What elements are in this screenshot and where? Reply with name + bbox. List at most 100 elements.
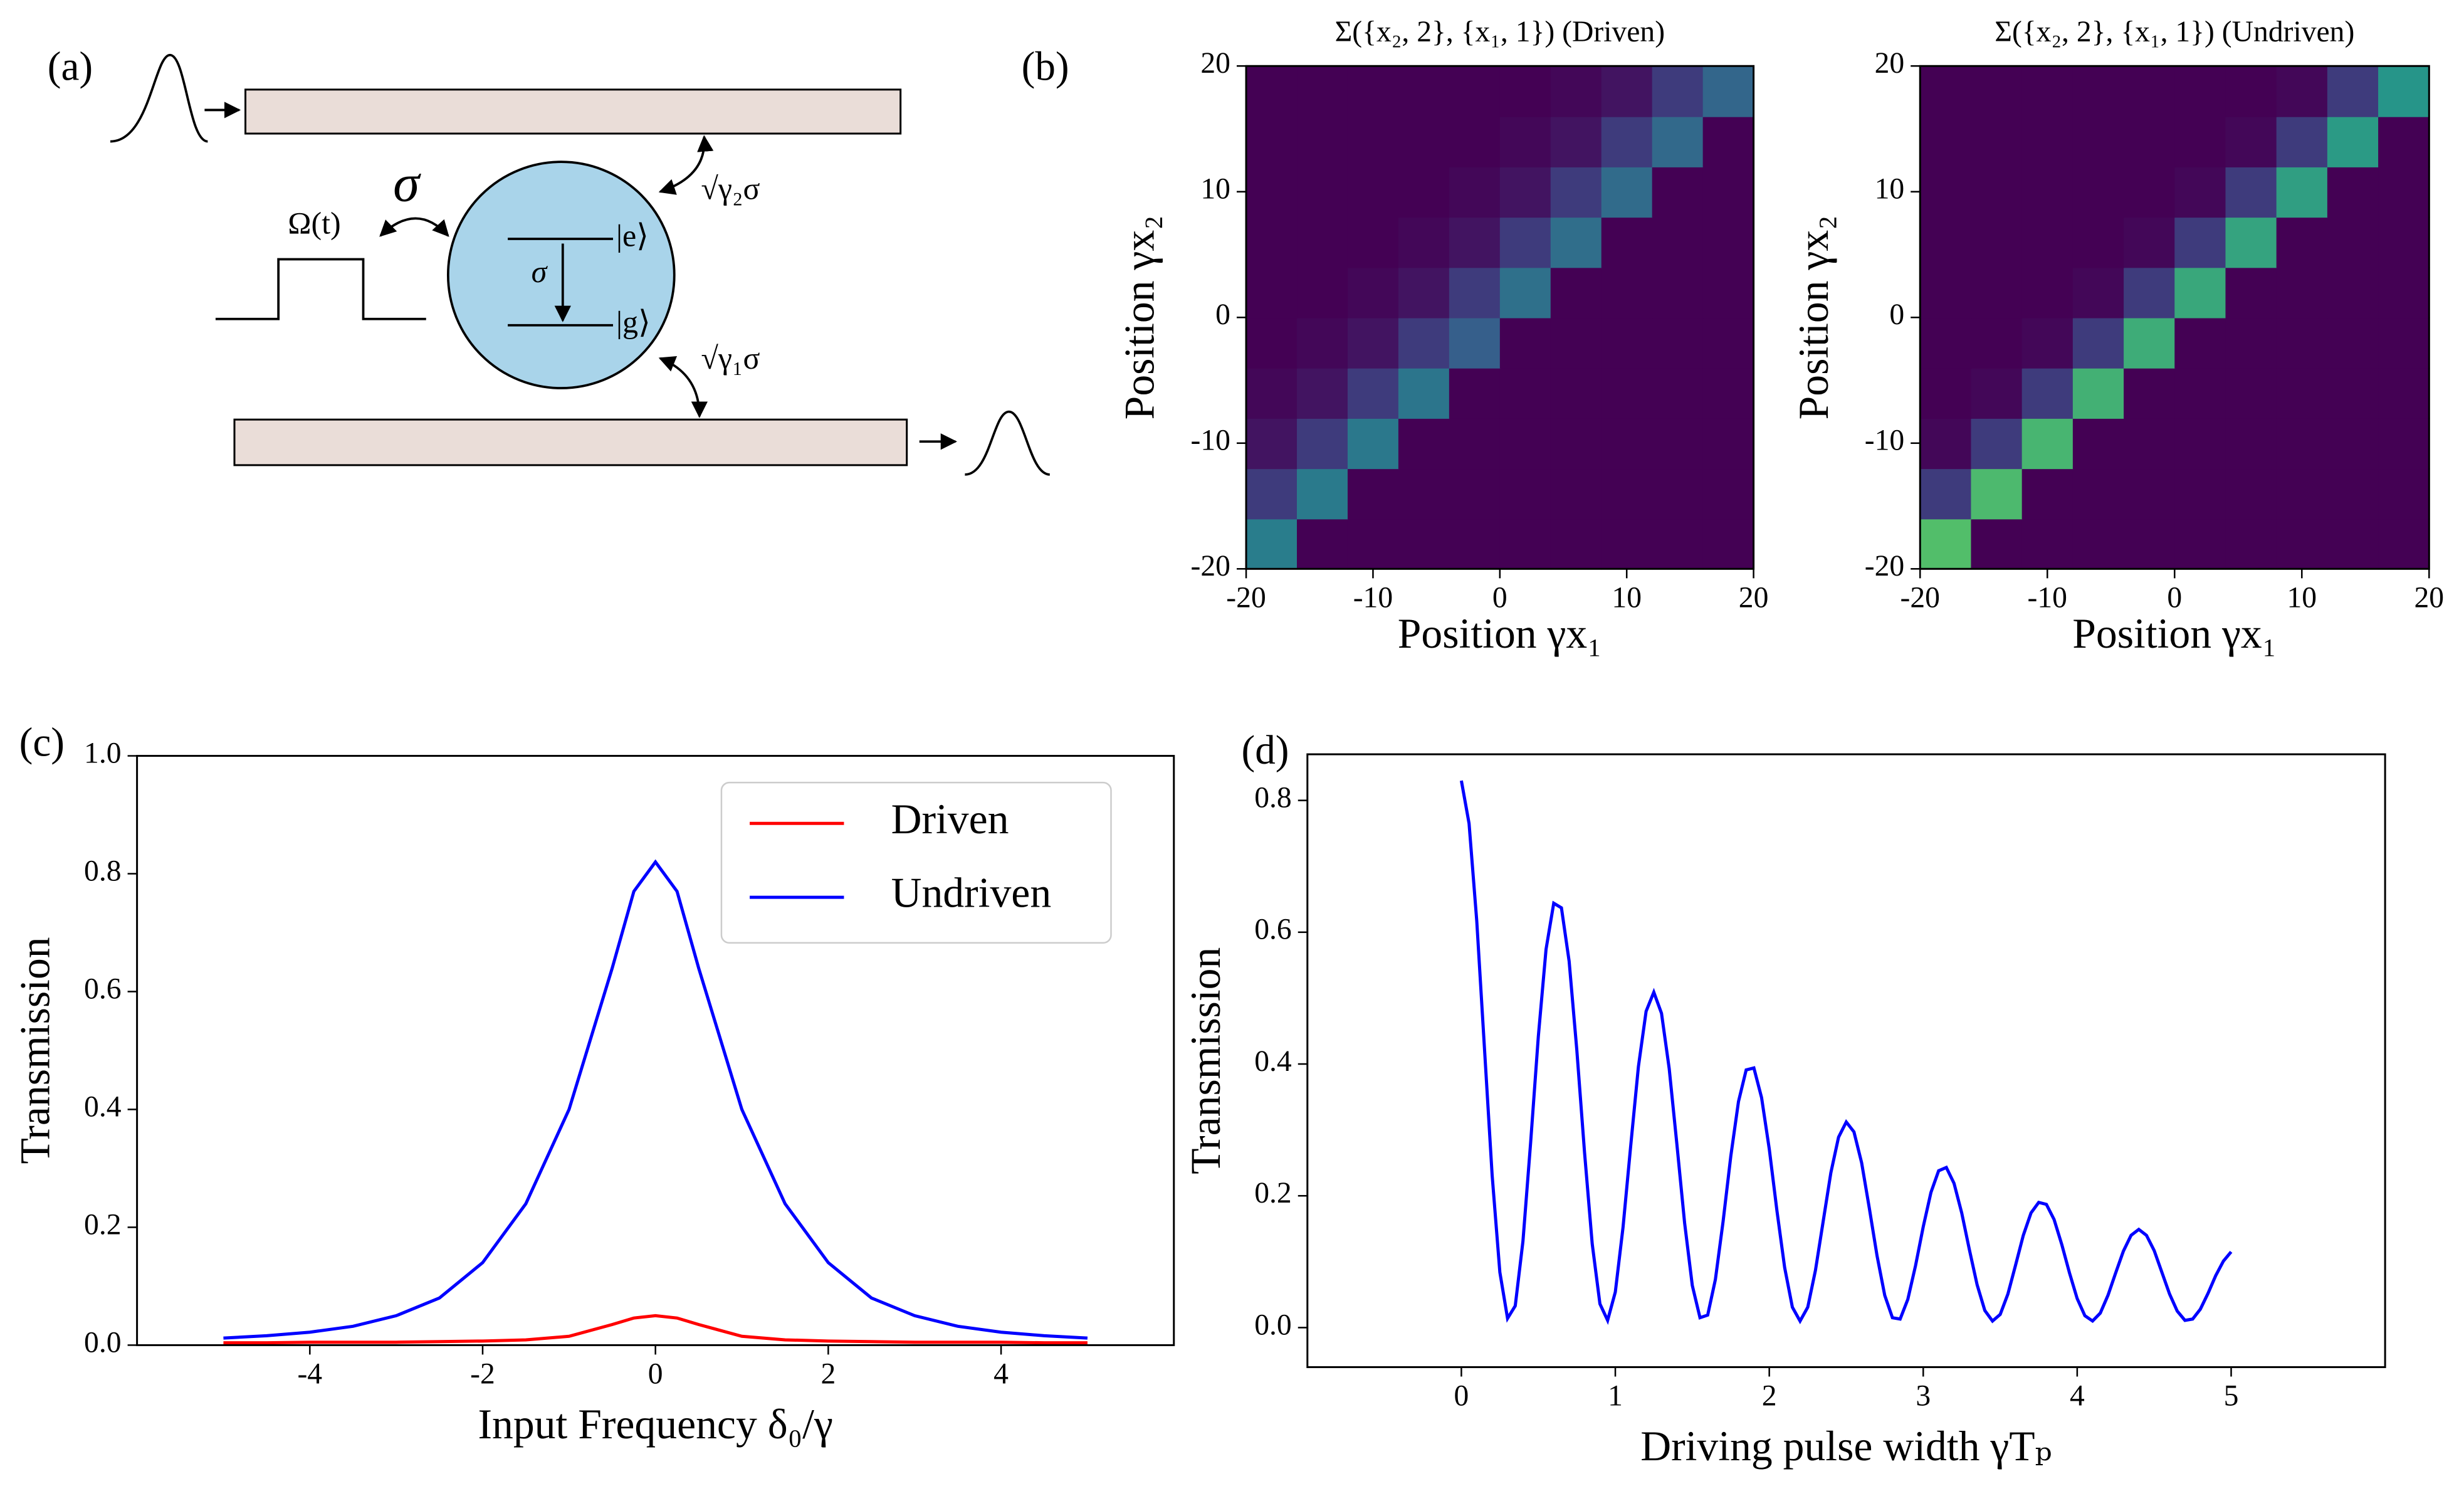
heatmap-cell	[1652, 317, 1704, 369]
heatmap-cell	[2072, 519, 2125, 570]
heatmap-cell	[2378, 166, 2430, 218]
x-tick-label: 4	[993, 1357, 1009, 1390]
heatmap-cell	[1499, 116, 1552, 167]
heatmap-cell	[1398, 267, 1450, 319]
y-tick-label: 10	[1875, 173, 1905, 206]
heatmap-cell	[1449, 66, 1501, 117]
heatmap-cell	[1971, 116, 2023, 167]
heatmap-cell	[1971, 519, 2023, 570]
heatmap-cell	[1297, 468, 1349, 520]
heatmap-cell	[1601, 418, 1653, 470]
y-tick-label: -20	[1191, 550, 1230, 582]
heatmap-cell	[1702, 418, 1754, 470]
heatmap-cell	[1347, 216, 1400, 268]
heatmap-cell	[2378, 519, 2430, 570]
heatmap-cell	[1601, 166, 1653, 218]
heatmap-cell	[2021, 367, 2074, 419]
heatmap-cell	[2021, 166, 2074, 218]
heatmap-cell	[2124, 116, 2176, 167]
heatmap-cell	[1449, 468, 1501, 520]
heatmap-cell	[1601, 317, 1653, 369]
heatmap-cell	[1398, 519, 1450, 570]
heatmap-cell	[2072, 116, 2125, 167]
drive-pulse	[215, 258, 426, 320]
heatmap-cell	[1971, 267, 2023, 319]
heatmap-cell	[1601, 267, 1653, 319]
heatmap-cell	[1702, 367, 1754, 419]
heatmap-cell	[1499, 66, 1552, 117]
heatmap-cell	[2225, 116, 2277, 167]
heatmap-cell	[1347, 418, 1400, 470]
heatmap-cell	[1499, 367, 1552, 419]
heatmap-cell	[2021, 519, 2074, 570]
heatmap-cell	[2174, 166, 2226, 218]
x-tick-label: -4	[297, 1357, 322, 1390]
x-tick-label: 20	[1739, 581, 1769, 614]
heatmap-cell	[1297, 317, 1349, 369]
x-tick-label: 2	[1762, 1380, 1777, 1413]
heatmap-cell	[1449, 267, 1501, 319]
heatmap-cell	[1347, 166, 1400, 218]
heatmap-cell	[1398, 367, 1450, 419]
heatmap-cell	[2276, 418, 2329, 470]
panel-label: (c)	[19, 720, 65, 765]
coupling-label: σ	[393, 154, 421, 213]
rate-label: √γ₂σ	[701, 171, 760, 206]
x-tick-label: 0	[1454, 1380, 1469, 1413]
line-series	[223, 1314, 1088, 1345]
heatmap-cell	[1550, 116, 1602, 167]
x-tick-label: -20	[1226, 581, 1266, 614]
heatmap-cell	[1297, 166, 1349, 218]
heatmap-cell	[2378, 468, 2430, 520]
heatmap-cell	[2378, 367, 2430, 419]
heatmap-cell	[2124, 367, 2176, 419]
x-tick-label: 0	[2167, 581, 2182, 614]
heatmap-cell	[1550, 317, 1602, 369]
y-axis-label: Position γx₂	[1116, 215, 1163, 419]
heatmap-cell	[1398, 116, 1450, 167]
y-tick-label: -10	[1865, 424, 1904, 457]
y-tick-label: 10	[1200, 173, 1230, 206]
heatmap-cell	[1449, 216, 1501, 268]
heatmap-cell	[1702, 116, 1754, 167]
plot-frame	[1306, 753, 2386, 1368]
x-axis-label: Driving pulse width γTₚ	[1640, 1423, 2052, 1470]
waveguide	[233, 418, 908, 466]
heatmap-cell	[1971, 367, 2023, 419]
heatmap-cell	[1499, 317, 1552, 369]
drive-coupling	[379, 217, 449, 237]
y-tick-label: 0.2	[1254, 1177, 1292, 1209]
heatmap-cell	[2327, 216, 2379, 268]
heatmap-cell	[2124, 166, 2176, 218]
heatmap-cell	[2327, 468, 2379, 520]
heatmap-cell	[1702, 66, 1754, 117]
heatmap-cell	[1246, 468, 1298, 520]
y-tick-label: 1.0	[84, 737, 122, 769]
panel-label: (a)	[48, 45, 93, 90]
heatmap-cell	[2021, 468, 2074, 520]
x-tick-label: 10	[1612, 581, 1642, 614]
heatmap-cell	[1601, 468, 1653, 520]
heatmap-cell	[1652, 166, 1704, 218]
heatmap-cell	[2124, 66, 2176, 117]
line-series	[1459, 780, 2233, 1325]
transition-label: σ	[532, 254, 548, 289]
heatmap-cell	[1920, 267, 1972, 319]
x-tick-label: 3	[1916, 1380, 1931, 1413]
heatmap-cell	[2225, 519, 2277, 570]
y-tick-label: -10	[1191, 424, 1230, 457]
x-tick-label: 10	[2287, 581, 2317, 614]
atom	[446, 161, 676, 389]
heatmap-cell	[1297, 66, 1349, 117]
heatmap-cell	[2021, 418, 2074, 470]
x-axis-label: Position γx₁	[2072, 610, 2277, 657]
heatmap-cell	[1971, 317, 2023, 369]
heatmap-cell	[1652, 216, 1704, 268]
y-tick-label: 0.6	[84, 972, 122, 1005]
heatmap-cell	[1398, 216, 1450, 268]
heatmap-cell	[2276, 267, 2329, 319]
heatmap-cell	[2124, 418, 2176, 470]
heatmap-cell	[1449, 519, 1501, 570]
panel-label: (d)	[1242, 728, 1289, 773]
heatmap-cell	[1499, 267, 1552, 319]
